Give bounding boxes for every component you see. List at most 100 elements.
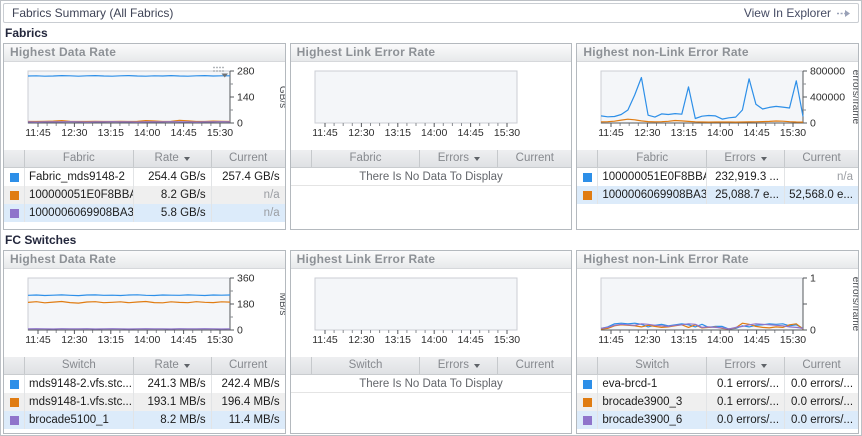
svg-text:360: 360 bbox=[237, 273, 255, 285]
column-header-entity[interactable]: Switch bbox=[24, 357, 133, 374]
sort-desc-icon bbox=[474, 364, 480, 368]
entity-cell: eva-brcd-1 bbox=[597, 375, 706, 393]
panel-title: Highest Link Error Rate bbox=[290, 44, 572, 62]
svg-text:13:15: 13:15 bbox=[384, 334, 410, 346]
swatch-cell bbox=[4, 411, 24, 429]
svg-text:14:00: 14:00 bbox=[134, 127, 160, 139]
metric-cell: 241.3 MB/s bbox=[132, 375, 211, 393]
panel-fc-link-error-rate: Highest Link Error Rate 11:45 12:30 13:15 1… bbox=[289, 250, 573, 434]
series-color-swatch bbox=[9, 208, 19, 218]
svg-text:180: 180 bbox=[237, 299, 255, 311]
table-row[interactable]: mds9148-2.vfs.stc... 241.3 MB/s 242.4 MB… bbox=[4, 375, 285, 393]
column-header-current[interactable]: Current bbox=[497, 357, 571, 374]
column-header-metric[interactable]: Errors bbox=[419, 150, 497, 167]
summary-table: Switch Errors Current eva-brcd-1 0.1 err… bbox=[577, 357, 859, 433]
table-row[interactable]: mds9148-1.vfs.stc... 193.1 MB/s 196.4 MB… bbox=[4, 393, 285, 411]
svg-text:0: 0 bbox=[810, 325, 816, 337]
svg-text:12:30: 12:30 bbox=[348, 334, 374, 346]
column-header-current[interactable]: Current bbox=[784, 357, 858, 374]
column-header-entity[interactable]: Fabric bbox=[310, 150, 420, 167]
summary-table: Switch Errors Current There Is No Data T… bbox=[290, 357, 572, 433]
entity-cell: mds9148-2.vfs.stc... bbox=[24, 375, 133, 393]
current-cell: n/a bbox=[784, 168, 858, 186]
column-header-metric[interactable]: Rate bbox=[132, 357, 211, 374]
entity-cell: brocade5100_1 bbox=[24, 411, 133, 429]
swatch-cell bbox=[4, 204, 24, 222]
current-cell: 0.0 errors/... bbox=[784, 393, 858, 411]
svg-text:12:30: 12:30 bbox=[348, 127, 374, 139]
table-row[interactable]: 1000006069908BA3 5.8 GB/s n/a bbox=[4, 204, 285, 222]
column-header-entity[interactable]: Switch bbox=[310, 357, 420, 374]
table-row[interactable]: brocade3900_6 0.0 errors/... 0.0 errors/… bbox=[577, 411, 859, 429]
svg-text:14:00: 14:00 bbox=[707, 334, 733, 346]
no-data-message: There Is No Data To Display bbox=[290, 375, 572, 393]
metric-cell: 193.1 MB/s bbox=[132, 393, 211, 411]
chart-area: 11:45 12:30 13:15 14:00 14:45 15:30 bbox=[291, 269, 572, 357]
svg-text:14:00: 14:00 bbox=[707, 127, 733, 139]
line-chart[interactable]: 11:45 12:30 13:15 14:00 14:45 15:30 0 180 360 MB/… bbox=[4, 269, 285, 357]
column-header-metric[interactable]: Rate bbox=[132, 150, 211, 167]
page-title: Fabrics Summary (All Fabrics) bbox=[12, 6, 174, 20]
svg-text:11:45: 11:45 bbox=[312, 334, 338, 346]
line-chart[interactable]: 11:45 12:30 13:15 14:00 14:45 15:30 0 1 errors/f… bbox=[577, 269, 858, 357]
arrow-right-icon bbox=[837, 9, 850, 17]
column-header-current[interactable]: Current bbox=[210, 150, 285, 167]
current-cell: n/a bbox=[210, 204, 285, 222]
column-header-current[interactable]: Current bbox=[497, 150, 571, 167]
entity-cell: 100000051E0F8BBA bbox=[24, 186, 133, 204]
svg-text:14:00: 14:00 bbox=[421, 127, 447, 139]
column-header-entity[interactable]: Fabric bbox=[597, 150, 706, 167]
column-header-metric[interactable]: Errors bbox=[706, 150, 784, 167]
chart-grid-menu-icon[interactable] bbox=[212, 65, 229, 78]
swatch-cell bbox=[4, 186, 24, 204]
column-header-entity[interactable]: Switch bbox=[597, 357, 706, 374]
table-row[interactable]: 100000051E0F8BBA 8.2 GB/s n/a bbox=[4, 186, 285, 204]
metric-cell: 0.1 errors/... bbox=[706, 393, 784, 411]
svg-text:13:15: 13:15 bbox=[98, 334, 124, 346]
column-header-current[interactable]: Current bbox=[784, 150, 858, 167]
svg-text:0: 0 bbox=[810, 118, 816, 130]
svg-text:800000: 800000 bbox=[810, 66, 845, 78]
swatch-cell bbox=[4, 393, 24, 411]
table-row[interactable]: brocade3900_3 0.1 errors/... 0.0 errors/… bbox=[577, 393, 859, 411]
svg-text:15:30: 15:30 bbox=[780, 127, 806, 139]
column-header-entity[interactable]: Fabric bbox=[24, 150, 133, 167]
column-header-metric[interactable]: Errors bbox=[706, 357, 784, 374]
svg-text:14:45: 14:45 bbox=[744, 127, 770, 139]
chart-area: 11:45 12:30 13:15 14:00 14:45 15:30 0 400000 800… bbox=[577, 62, 858, 150]
column-header-metric[interactable]: Errors bbox=[419, 357, 497, 374]
svg-text:15:30: 15:30 bbox=[207, 334, 233, 346]
line-chart[interactable]: 11:45 12:30 13:15 14:00 14:45 15:30 0 400000 800… bbox=[577, 62, 858, 150]
table-row[interactable]: brocade5100_1 8.2 MB/s 11.4 MB/s bbox=[4, 411, 285, 429]
table-row[interactable]: 100000051E0F8BBA 232,919.3 ... n/a bbox=[577, 168, 858, 186]
series-color-swatch bbox=[9, 379, 19, 389]
panel-fabrics-nonlink-error-rate: Highest non-Link Error Rate 11:45 12:30 13… bbox=[576, 43, 860, 230]
swatch-column-header bbox=[4, 150, 24, 167]
fabrics-panel-row: Highest Data Rate 11:45 12:30 13:15 14:00 14… bbox=[3, 43, 860, 230]
panel-fc-nonlink-error-rate: Highest non-Link Error Rate 11:45 12:30 13… bbox=[576, 250, 860, 434]
svg-text:13:15: 13:15 bbox=[671, 334, 697, 346]
svg-text:14:00: 14:00 bbox=[421, 334, 447, 346]
view-in-explorer-link[interactable]: View In Explorer bbox=[744, 6, 851, 20]
svg-text:11:45: 11:45 bbox=[599, 334, 625, 346]
column-header-metric-label: Errors bbox=[437, 359, 469, 371]
column-header-metric-label: Errors bbox=[724, 152, 756, 164]
column-header-current[interactable]: Current bbox=[210, 357, 285, 374]
svg-text:11:45: 11:45 bbox=[25, 334, 51, 346]
table-row[interactable]: eva-brcd-1 0.1 errors/... 0.0 errors/... bbox=[577, 375, 858, 393]
svg-text:11:45: 11:45 bbox=[599, 127, 625, 139]
entity-cell: Fabric_mds9148-2 bbox=[24, 168, 133, 186]
table-row[interactable]: 1000006069908BA3 25,088.7 e... 52,568.0 … bbox=[577, 186, 859, 204]
svg-text:13:15: 13:15 bbox=[98, 127, 124, 139]
metric-cell: 25,088.7 e... bbox=[706, 186, 784, 204]
panel-title: Highest Data Rate bbox=[4, 44, 285, 62]
sort-desc-icon bbox=[760, 157, 767, 161]
series-color-swatch bbox=[582, 172, 592, 182]
table-row[interactable]: Fabric_mds9148-2 254.4 GB/s 257.4 GB/s bbox=[4, 168, 285, 186]
table-header-row: Switch Errors Current bbox=[577, 357, 859, 375]
panel-title: Highest Data Rate bbox=[4, 251, 285, 269]
no-data-message: There Is No Data To Display bbox=[290, 168, 572, 186]
line-chart[interactable]: 11:45 12:30 13:15 14:00 14:45 15:30 0 140 280 GB/… bbox=[4, 62, 285, 150]
series-color-swatch bbox=[9, 415, 19, 425]
svg-text:15:30: 15:30 bbox=[780, 334, 806, 346]
